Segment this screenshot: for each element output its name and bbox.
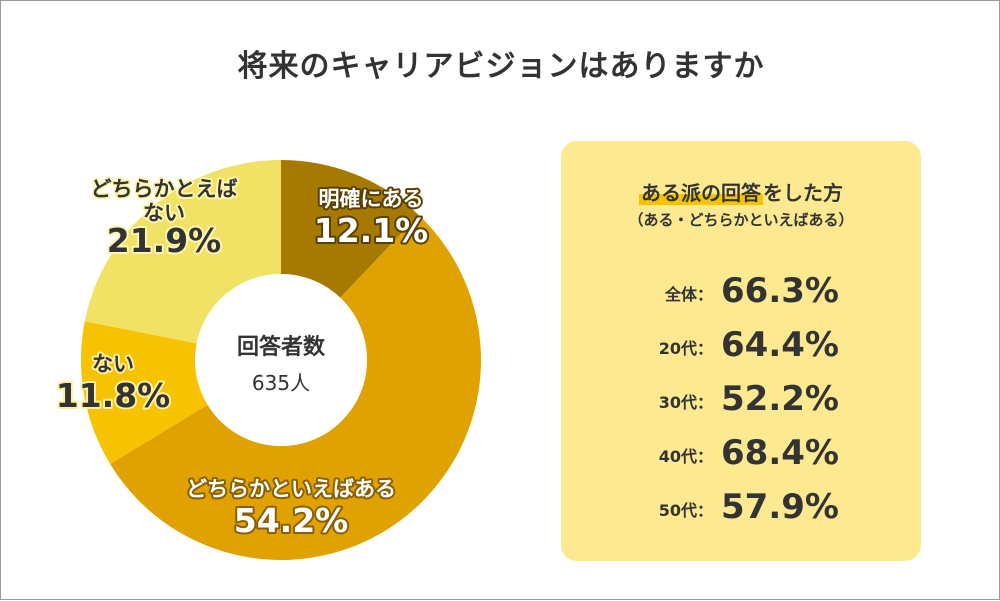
donut-slice-4 [84, 160, 282, 344]
donut-slice-1 [281, 160, 419, 298]
summary-row-label: 全体： [664, 285, 713, 304]
summary-title: ある派の回答 をした方 [561, 177, 921, 206]
summary-row-label: 30代： [658, 393, 713, 412]
summary-row-overall: 全体： 66.3% [561, 267, 921, 311]
donut-hole [195, 274, 367, 446]
donut-slice-3 [80, 321, 208, 464]
summary-row-40s: 40代： 68.4% [561, 429, 921, 473]
summary-row-label: 20代： [658, 339, 713, 358]
slice-value-1: 12.1% [314, 211, 429, 250]
summary-row-30s: 30代： 52.2% [561, 375, 921, 419]
center-value: 635人 [252, 371, 310, 395]
summary-row-value: 52.2% [721, 379, 839, 419]
summary-title-rest: をした方 [763, 181, 843, 205]
summary-row-value: 64.4% [721, 325, 839, 365]
summary-row-value: 68.4% [721, 433, 839, 473]
slice-label-3: ない [92, 352, 134, 376]
summary-row-50s: 50代： 57.9% [561, 483, 921, 527]
center-label: 回答者数 [237, 334, 326, 360]
summary-row-20s: 20代： 64.4% [561, 321, 921, 365]
summary-title-highlight: ある派の回答 [639, 181, 763, 205]
summary-row-label: 40代： [658, 447, 713, 466]
summary-row-label: 50代： [658, 501, 713, 520]
summary-subtitle: （ある・どちらかといえばある） [628, 211, 854, 229]
donut-chart: 回答者数635人明確にある12.1%どちらかといえばある54.2%ない11.8%… [54, 160, 482, 561]
chart-title: 将来のキャリアビジョンはありますか [237, 49, 765, 84]
summary-row-value: 66.3% [721, 271, 839, 311]
slice-label-2: どちらかといえばある [186, 477, 396, 501]
donut-slice-2 [110, 215, 482, 561]
slice-label-4-line-2: ない [143, 201, 185, 225]
slice-value-4: 21.9% [107, 221, 222, 260]
summary-panel: ある派の回答 をした方 （ある・どちらかといえばある） 全体： 66.3% 20代… [561, 141, 921, 561]
slice-value-3: 11.8% [56, 376, 171, 415]
slice-label-1: 明確にある [319, 187, 424, 211]
slice-label-4-line-1: どちらかとえば [91, 177, 238, 201]
slice-value-2: 54.2% [234, 501, 349, 540]
summary-row-value: 57.9% [721, 487, 839, 527]
